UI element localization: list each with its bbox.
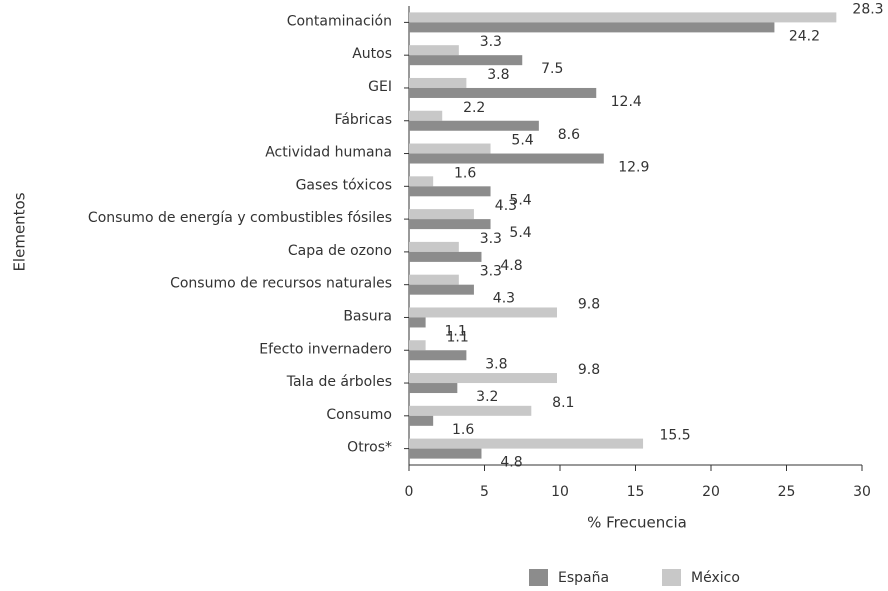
bar <box>409 405 532 416</box>
bar <box>409 284 474 295</box>
y-tick-label: Basura <box>343 308 392 324</box>
bar <box>409 373 557 384</box>
bar <box>409 176 434 187</box>
data-label: 5.4 <box>509 192 531 208</box>
data-label: 24.2 <box>789 28 820 44</box>
bar <box>409 241 459 252</box>
data-label: 4.3 <box>495 198 517 214</box>
data-label: 3.8 <box>485 356 507 372</box>
bar <box>409 110 443 121</box>
bar <box>409 438 644 449</box>
data-label: 4.8 <box>500 455 522 471</box>
bar <box>409 153 604 164</box>
y-tick-label: Actividad humana <box>265 145 392 161</box>
legend-swatch <box>662 569 681 586</box>
data-label: 9.8 <box>578 362 600 378</box>
data-label: 2.2 <box>463 100 485 116</box>
data-label: 4.3 <box>493 291 515 307</box>
bar <box>409 55 523 66</box>
data-label: 5.4 <box>509 225 531 241</box>
bar <box>409 87 597 98</box>
bar <box>409 448 482 459</box>
data-label: 15.5 <box>659 428 690 444</box>
x-axis-title: % Frecuencia <box>587 514 687 532</box>
data-label: 9.8 <box>578 296 600 312</box>
y-tick-label: GEI <box>368 79 392 95</box>
data-label: 8.1 <box>552 395 574 411</box>
bar <box>409 186 491 197</box>
x-tick-label: 25 <box>778 484 796 500</box>
data-label: 3.2 <box>476 389 498 405</box>
data-label: 5.4 <box>511 133 533 149</box>
legend-label: México <box>691 570 740 586</box>
bar <box>409 383 458 394</box>
bar <box>409 77 467 88</box>
y-tick-label: Consumo de energía y combustibles fósile… <box>88 210 392 226</box>
data-label: 7.5 <box>541 61 563 77</box>
x-tick-label: 10 <box>551 484 569 500</box>
x-tick-label: 5 <box>480 484 489 500</box>
data-label: 4.8 <box>500 258 522 274</box>
data-label: 1.1 <box>444 323 466 339</box>
y-axis-title: Elementos <box>11 192 29 271</box>
data-label: 12.9 <box>618 160 649 176</box>
bar <box>409 415 434 426</box>
bar <box>409 251 482 262</box>
x-tick-label: 15 <box>627 484 645 500</box>
y-tick-label: Consumo de recursos naturales <box>170 276 392 292</box>
y-tick-label: Autos <box>352 46 392 62</box>
bar <box>409 45 459 56</box>
bar <box>409 307 557 318</box>
bar <box>409 340 426 351</box>
x-tick-label: 20 <box>702 484 720 500</box>
legend-swatch <box>529 569 548 586</box>
data-label: 12.4 <box>611 94 642 110</box>
y-tick-label: Consumo <box>326 407 392 423</box>
data-label: 1.6 <box>454 165 476 181</box>
bar <box>409 143 491 154</box>
bar <box>409 12 837 23</box>
data-label: 3.8 <box>487 67 509 83</box>
data-label: 3.3 <box>480 264 502 280</box>
y-tick-label: Gases tóxicos <box>296 177 392 193</box>
y-tick-label: Efecto invernadero <box>259 341 392 357</box>
bar <box>409 22 775 33</box>
y-tick-label: Fábricas <box>335 112 392 128</box>
data-label: 28.3 <box>852 1 883 17</box>
bar <box>409 120 539 131</box>
y-tick-label: Contaminación <box>287 13 392 29</box>
bar <box>409 350 467 361</box>
bar <box>409 317 426 328</box>
legend-label: España <box>558 570 609 586</box>
data-label: 3.3 <box>480 34 502 50</box>
bar <box>409 219 491 230</box>
bar <box>409 274 459 285</box>
data-label: 3.3 <box>480 231 502 247</box>
x-tick-label: 0 <box>405 484 414 500</box>
x-tick-label: 30 <box>853 484 871 500</box>
bar <box>409 209 474 220</box>
data-label: 1.1 <box>446 329 468 345</box>
y-tick-label: Otros* <box>347 440 392 456</box>
data-label: 8.6 <box>558 127 580 143</box>
y-tick-label: Capa de ozono <box>288 243 392 259</box>
y-tick-label: Tala de árboles <box>286 374 392 390</box>
data-label: 1.6 <box>452 422 474 438</box>
